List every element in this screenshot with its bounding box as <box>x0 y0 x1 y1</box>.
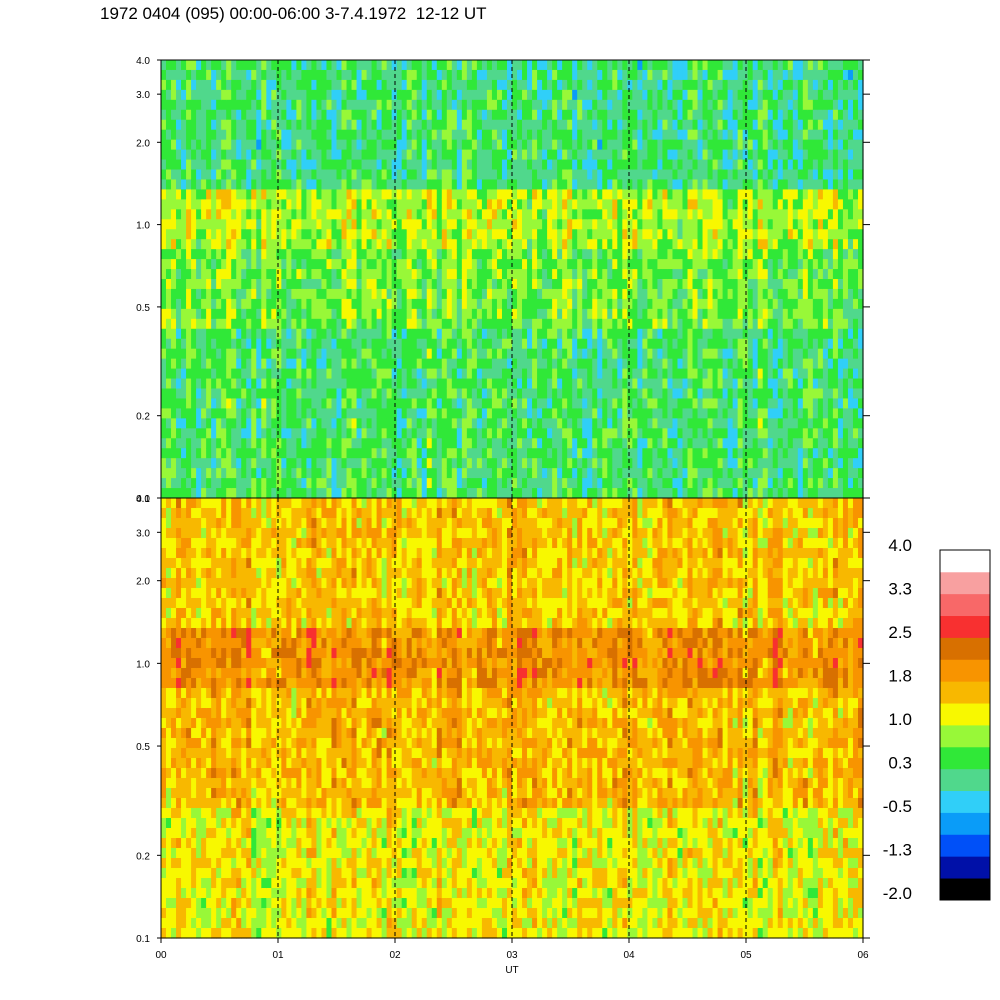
x-tick-label: 02 <box>389 950 401 961</box>
colorbar-tick-label: -2.0 <box>883 884 912 903</box>
colorbar-swatch <box>940 856 990 879</box>
colorbar-frame <box>939 549 991 901</box>
spectrogram-cells <box>161 498 864 939</box>
colorbar-swatch <box>940 746 990 770</box>
colorbar: 4.0 3.3 2.5 1.8 1.0 0.3 -0.5 -1.3 -2.0 <box>883 536 991 903</box>
colorbar-swatch <box>940 615 990 638</box>
colorbar-swatch <box>940 659 990 682</box>
colorbar-swatch <box>940 768 990 792</box>
colorbar-tick-label: 0.3 <box>888 754 912 773</box>
upper-spectrogram-panel: 0.1 0.2 0.5 1.0 2.0 3.0 4.0 <box>136 56 870 505</box>
colorbar-swatch <box>940 681 990 704</box>
colorbar-tick-label: 1.0 <box>888 710 912 729</box>
colorbar-swatch <box>940 725 990 748</box>
y-tick-label: 2.0 <box>136 577 150 588</box>
y-tick-label: 1.0 <box>136 221 150 232</box>
x-tick-label: 03 <box>506 950 518 961</box>
chart-title: 1972 0404 (095) 00:00-06:00 3-7.4.1972 1… <box>100 4 487 23</box>
x-axis: 00 01 02 03 04 05 06 UT <box>155 938 869 976</box>
colorbar-swatch <box>940 637 990 660</box>
colorbar-tick-label: 1.8 <box>888 667 912 686</box>
colorbar-tick-label: -0.5 <box>883 797 912 816</box>
y-tick-label: 0.5 <box>136 303 150 314</box>
colorbar-tick-label: 4.0 <box>888 536 912 555</box>
x-tick-label: 04 <box>623 950 635 961</box>
x-tick-label: 06 <box>857 950 869 961</box>
x-tick-label: 01 <box>272 950 284 961</box>
lower-spectrogram-panel: 0.1 0.2 0.5 1.0 2.0 3.0 4.0 <box>136 494 870 945</box>
colorbar-tick-label: 2.5 <box>888 623 912 642</box>
y-tick-label: 0.2 <box>136 851 150 862</box>
colorbar-tick-label: -1.3 <box>883 841 912 860</box>
y-tick-label: 0.5 <box>136 742 150 753</box>
y-tick-label: 3.0 <box>136 528 150 539</box>
spectrogram-cells <box>161 60 864 499</box>
colorbar-swatch <box>940 878 990 901</box>
y-tick-label: 1.0 <box>136 659 150 670</box>
colorbar-swatch <box>940 834 990 857</box>
y-tick-label: 0.1 <box>136 934 150 945</box>
colorbar-swatch <box>940 593 990 617</box>
y-tick-label: 0.2 <box>136 412 150 423</box>
colorbar-tick-label: 3.3 <box>888 580 912 599</box>
x-tick-label: 00 <box>155 950 167 961</box>
colorbar-swatch <box>940 571 990 595</box>
colorbar-swatch <box>940 550 990 573</box>
y-tick-label: 2.0 <box>136 138 150 149</box>
y-tick-label: 4.0 <box>136 56 150 67</box>
y-tick-label: 3.0 <box>136 90 150 101</box>
colorbar-swatch <box>940 812 990 835</box>
colorbar-swatch <box>940 703 990 726</box>
x-tick-label: 05 <box>740 950 752 961</box>
y-tick-label: 4.0 <box>136 494 150 505</box>
colorbar-swatch <box>940 790 990 813</box>
x-axis-label: UT <box>505 965 518 976</box>
y-tick-label: 0.1 <box>136 494 150 505</box>
